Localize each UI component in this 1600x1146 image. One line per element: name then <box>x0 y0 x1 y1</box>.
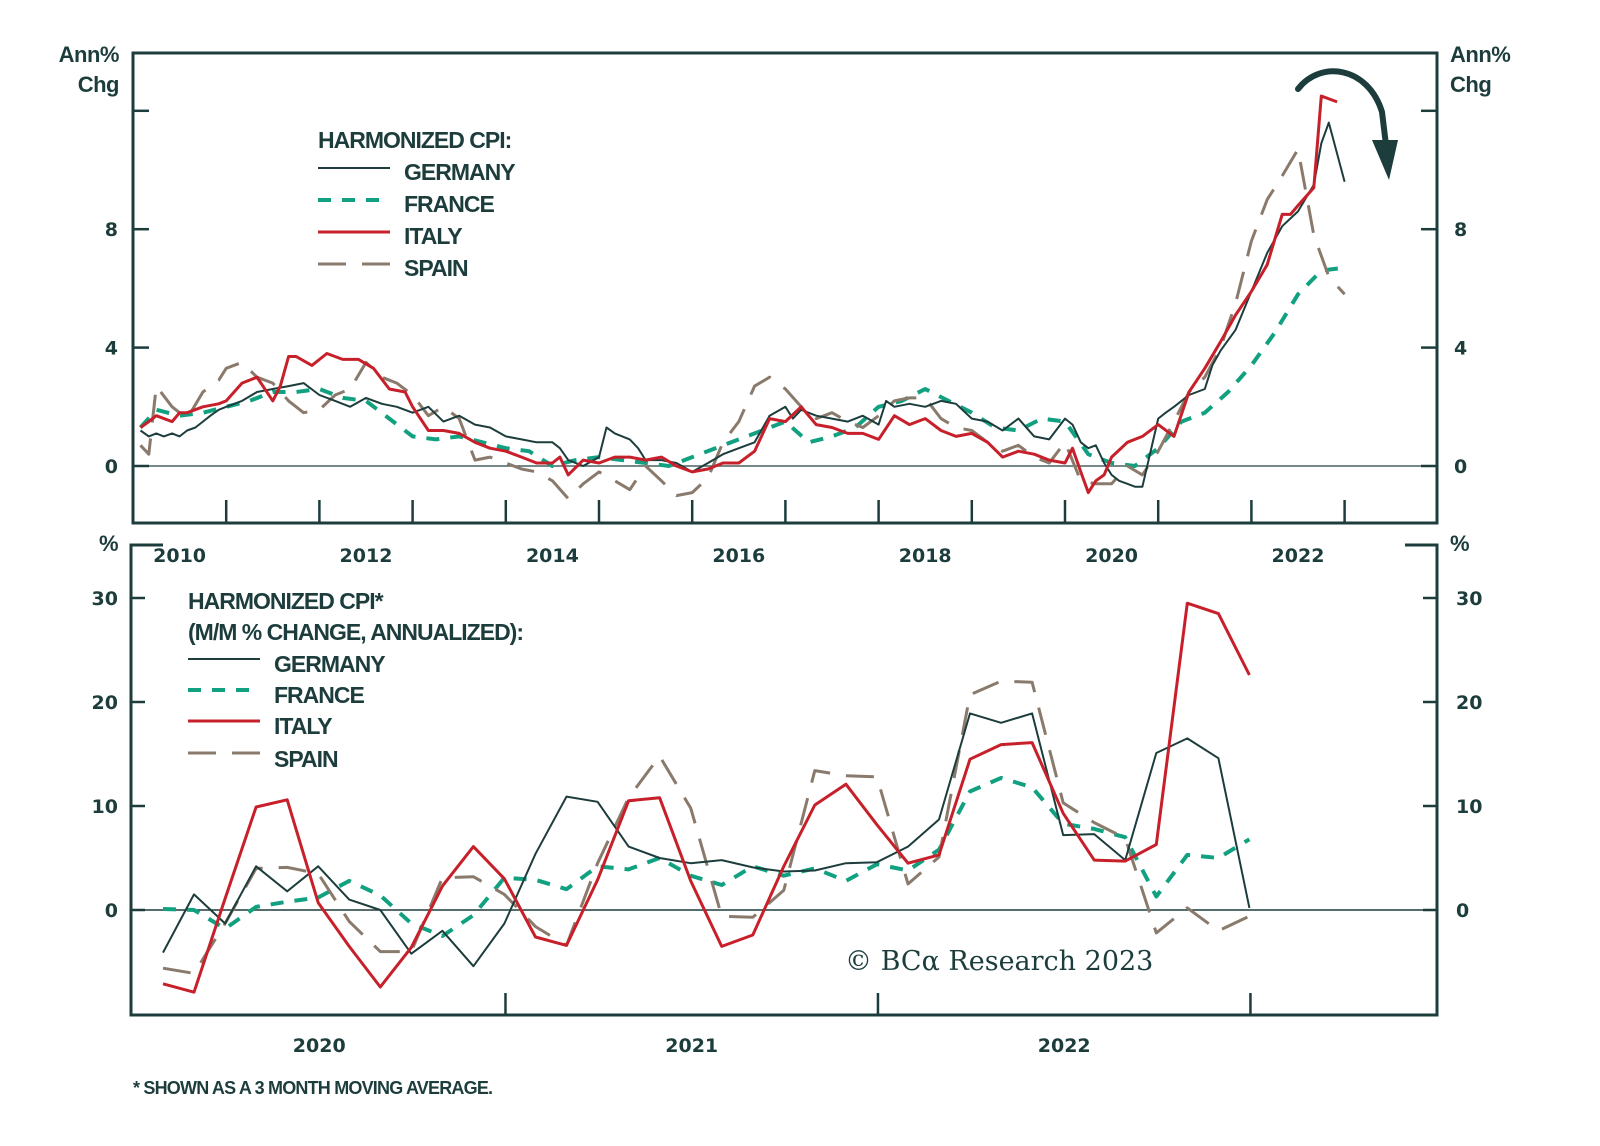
bottom-legend-label-germany: GERMANY <box>274 651 385 677</box>
bottom-x-tick-label: 2020 <box>293 1035 346 1057</box>
bottom-legend-title-line2: (M/M % CHANGE, ANNUALIZED): <box>188 619 523 645</box>
chart: 004488 2010201220142016201820202022 Ann%… <box>0 0 1600 1146</box>
top-x-tick-label: 2020 <box>1085 545 1138 567</box>
bottom-y-tick-label-left: 30 <box>92 588 118 610</box>
top-legend: HARMONIZED CPI: GERMANY FRANCE ITALY SPA… <box>318 127 515 281</box>
curved-arrow-down-icon <box>1298 71 1398 180</box>
top-left-unit-line1: Ann% <box>59 42 119 67</box>
bottom-legend-label-france: FRANCE <box>274 682 364 708</box>
bottom-legend-label-spain: SPAIN <box>274 746 338 772</box>
bottom-y-tick-label-right: 30 <box>1456 588 1482 610</box>
top-series-france <box>141 268 1345 466</box>
bottom-y-tick-label-left: 0 <box>105 900 118 922</box>
bottom-legend-title-line1: HARMONIZED CPI* <box>188 588 384 614</box>
top-y-tick-label-right: 0 <box>1454 456 1467 478</box>
top-x-tick-label: 2014 <box>526 545 579 567</box>
copyright-text: © BCα Research 2023 <box>845 946 1153 977</box>
top-legend-label-france: FRANCE <box>404 191 494 217</box>
bottom-y-tick-label-left: 10 <box>92 796 118 818</box>
footnote: * SHOWN AS A 3 MONTH MOVING AVERAGE. <box>133 1078 492 1098</box>
top-right-unit-line1: Ann% <box>1450 42 1510 67</box>
top-x-tick-label: 2012 <box>340 545 393 567</box>
top-plot-frame <box>133 53 1437 523</box>
top-right-unit-line2: Chg <box>1450 72 1491 97</box>
bottom-x-tick-label: 2021 <box>665 1035 718 1057</box>
bottom-x-ticks: 2020 2021 2022 <box>293 993 1251 1057</box>
bottom-panel: 00101020203030 202020212022 % % HARMONIZ… <box>92 531 1483 1057</box>
bottom-legend-label-italy: ITALY <box>274 713 332 739</box>
top-x-tick-label: 2010 <box>153 545 206 567</box>
top-y-tick-label-left: 4 <box>105 338 118 360</box>
bottom-y-tick-label-right: 20 <box>1456 692 1482 714</box>
top-legend-title: HARMONIZED CPI: <box>318 127 511 153</box>
bottom-plot-frame <box>131 545 1437 1015</box>
top-x-ticks: 2010 2012 2014 2016 2018 2020 2022 <box>153 500 1344 567</box>
top-x-tick-label: 2018 <box>899 545 952 567</box>
top-panel: 0 0 4 4 8 8 2010 2012 2014 2016 2018 2020 2022 Ann%… <box>59 42 1511 567</box>
top-y-tick-label-right: 4 <box>1454 338 1467 360</box>
top-left-unit-line2: Chg <box>78 72 119 97</box>
top-legend-label-italy: ITALY <box>404 223 462 249</box>
top-legend-label-germany: GERMANY <box>404 159 515 185</box>
top-series-italy <box>141 96 1338 493</box>
bottom-left-unit: % <box>99 531 118 556</box>
top-y-tick-label-left: 8 <box>105 219 118 241</box>
top-y-tick-label-right: 8 <box>1454 219 1467 241</box>
bottom-x-tick-label: 2022 <box>1038 1035 1091 1057</box>
top-y-tick-label-left: 0 <box>105 456 118 478</box>
bottom-legend: HARMONIZED CPI* (M/M % CHANGE, ANNUALIZE… <box>188 588 523 772</box>
bottom-y-tick-label-left: 20 <box>92 692 118 714</box>
top-series-germany <box>141 123 1345 487</box>
top-x-tick-label: 2022 <box>1272 545 1325 567</box>
bottom-y-tick-label-right: 10 <box>1456 796 1482 818</box>
top-legend-label-spain: SPAIN <box>404 255 468 281</box>
bottom-y-tick-label-right: 0 <box>1456 900 1469 922</box>
bottom-right-unit: % <box>1450 531 1469 556</box>
top-x-tick-label: 2016 <box>712 545 765 567</box>
top-series-group <box>141 96 1345 499</box>
